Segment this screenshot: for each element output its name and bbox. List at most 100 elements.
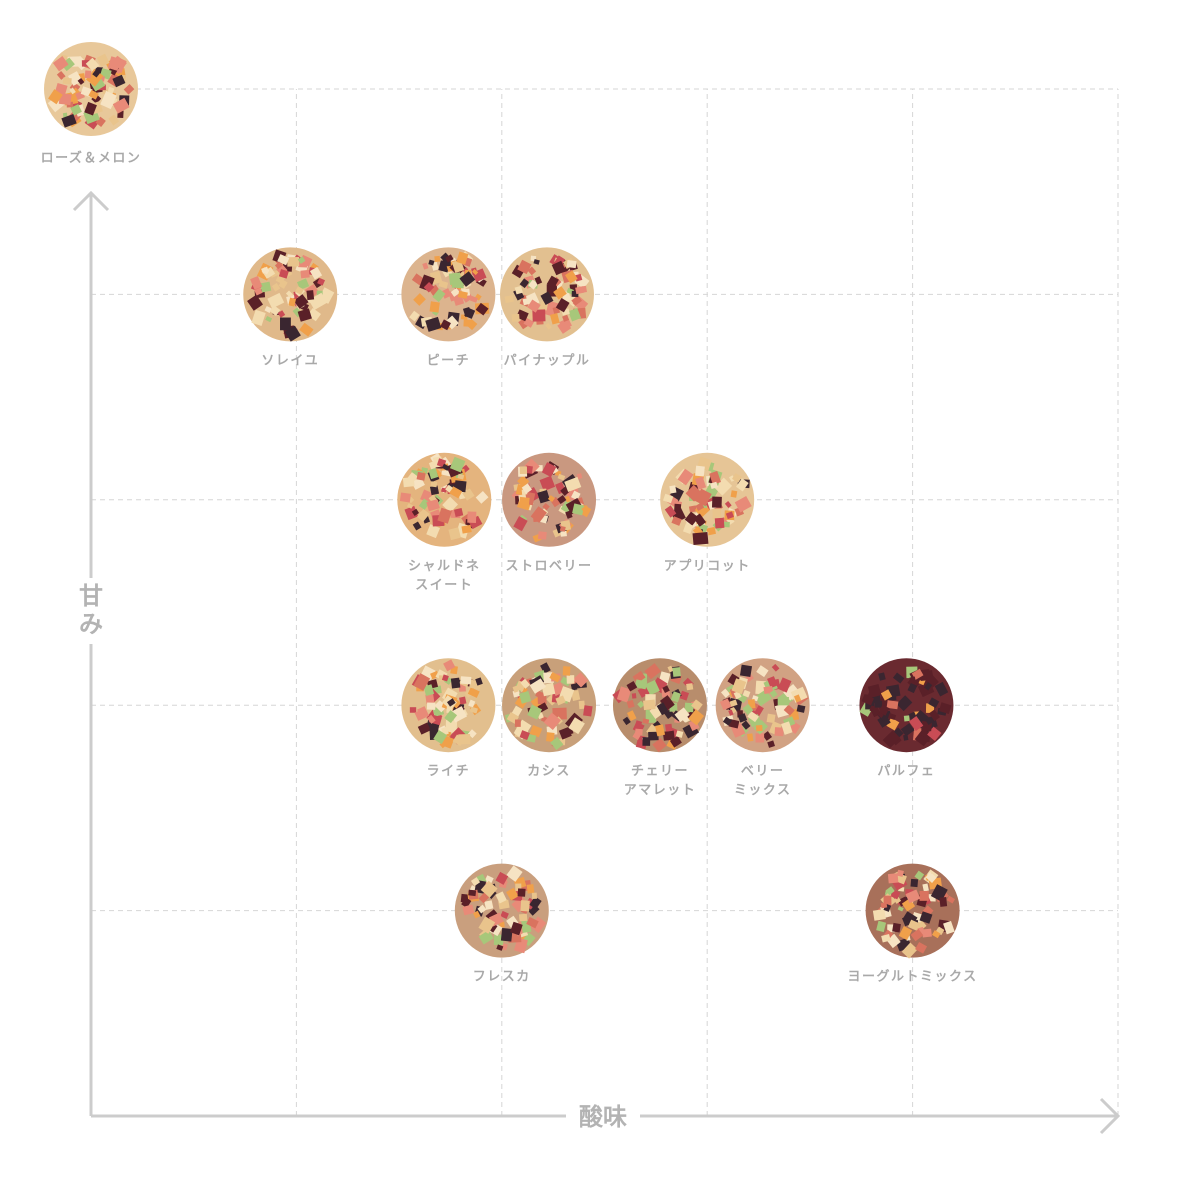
tea-chip (52, 56, 69, 72)
tea-point[interactable]: ストロベリー (502, 452, 597, 574)
tea-chip (529, 896, 542, 910)
tea-point[interactable]: フレスカ (454, 863, 549, 985)
tea-chip (430, 481, 438, 488)
tea-chip (285, 290, 294, 298)
tea-chip (686, 683, 694, 691)
tea-chip (887, 873, 899, 884)
tea-label: ライチ (427, 764, 471, 779)
tea-chip (262, 266, 276, 279)
tea-chip (306, 290, 315, 301)
tea-point[interactable]: ローズ＆メロン (41, 42, 142, 166)
tea-chip (100, 90, 117, 110)
tea-chip (565, 270, 578, 284)
tea-chip (570, 683, 578, 691)
tea-chip (693, 513, 707, 527)
tea-chip (719, 698, 732, 711)
tea-chip (456, 251, 469, 265)
tea-chip (462, 904, 475, 916)
tea-chip (540, 291, 554, 306)
tea-chip (659, 695, 675, 711)
tea-chip (417, 722, 431, 735)
tea-chip (440, 319, 451, 331)
tea-chip (445, 720, 458, 733)
tea-chip (526, 916, 539, 929)
tea-chip (923, 734, 931, 743)
tea-point[interactable]: アプリコット (660, 452, 755, 574)
tea-chip (96, 53, 110, 67)
tea-chip (555, 298, 570, 313)
tea-chip (674, 503, 682, 512)
tea-chip (48, 89, 63, 105)
tea-chip (547, 495, 555, 503)
tea-chip (867, 683, 882, 698)
tea-chip (747, 711, 759, 723)
tea-label: ピーチ (427, 353, 471, 368)
tea-chip (724, 501, 732, 509)
tea-chip (737, 713, 748, 723)
tea-chip (656, 702, 669, 716)
tea-chip (549, 313, 560, 325)
tea-point[interactable]: ソレイユ (243, 247, 338, 368)
tea-chip (297, 308, 312, 322)
tea-chip (581, 504, 590, 514)
tea-chip (546, 732, 555, 742)
tea-chip (460, 676, 472, 685)
tea-chip (77, 77, 85, 85)
tea-chip (674, 707, 690, 723)
tea-chip (284, 325, 301, 342)
tea-chip (278, 269, 289, 279)
tea-chip (741, 720, 751, 730)
tea-chip (443, 659, 456, 672)
tea-chip (723, 521, 730, 528)
tea-chip (644, 679, 660, 696)
tea-chip (730, 490, 738, 498)
tea-chip (518, 913, 528, 922)
tea-chip (459, 696, 467, 705)
tea-chip (484, 900, 494, 910)
tea-chip (896, 695, 913, 712)
tea-chip (755, 733, 765, 743)
tea-point[interactable]: ピーチ (401, 247, 496, 368)
tea-chip (880, 689, 893, 701)
tea-chip (781, 721, 793, 735)
x-axis-label: 酸味 (579, 1103, 627, 1131)
tea-chip (61, 113, 77, 128)
tea-chip (549, 672, 561, 683)
tea-label: アプリコット (664, 559, 751, 574)
tea-point[interactable]: カシス (502, 658, 597, 779)
tea-chip (643, 699, 656, 711)
tea-point[interactable]: パイナップル (499, 247, 594, 368)
tea-chip (278, 279, 288, 289)
tea-chip (267, 292, 285, 309)
tea-chip (861, 694, 875, 706)
tea-chip (484, 875, 494, 885)
tea-chip (531, 892, 538, 900)
tea-chip (453, 507, 464, 518)
tea-chip (922, 883, 929, 892)
tea-chip (688, 505, 697, 513)
tea-chip (426, 714, 436, 724)
tea-chip (461, 524, 472, 534)
tea-chip (878, 704, 890, 716)
tea-chip (755, 724, 763, 732)
tea-chip (523, 317, 535, 328)
tea-chip (572, 503, 585, 516)
tea-point[interactable]: ヨーグルトミックス (848, 863, 978, 985)
tea-label: ミックス (734, 783, 792, 798)
tea-chip (616, 686, 632, 703)
tea-point[interactable]: パルフェ (859, 658, 954, 779)
tea-chip (495, 891, 507, 904)
tea-chip (742, 689, 751, 698)
grid-lines (91, 88, 1119, 1116)
tea-chip (571, 295, 582, 306)
tea-chip (672, 667, 681, 677)
tea-chip (632, 732, 641, 740)
tea-point[interactable]: ライチ (401, 658, 496, 779)
tea-chip (679, 690, 690, 701)
tea-chip (288, 297, 297, 307)
tea-chip (712, 508, 722, 520)
tea-chip (108, 114, 120, 126)
